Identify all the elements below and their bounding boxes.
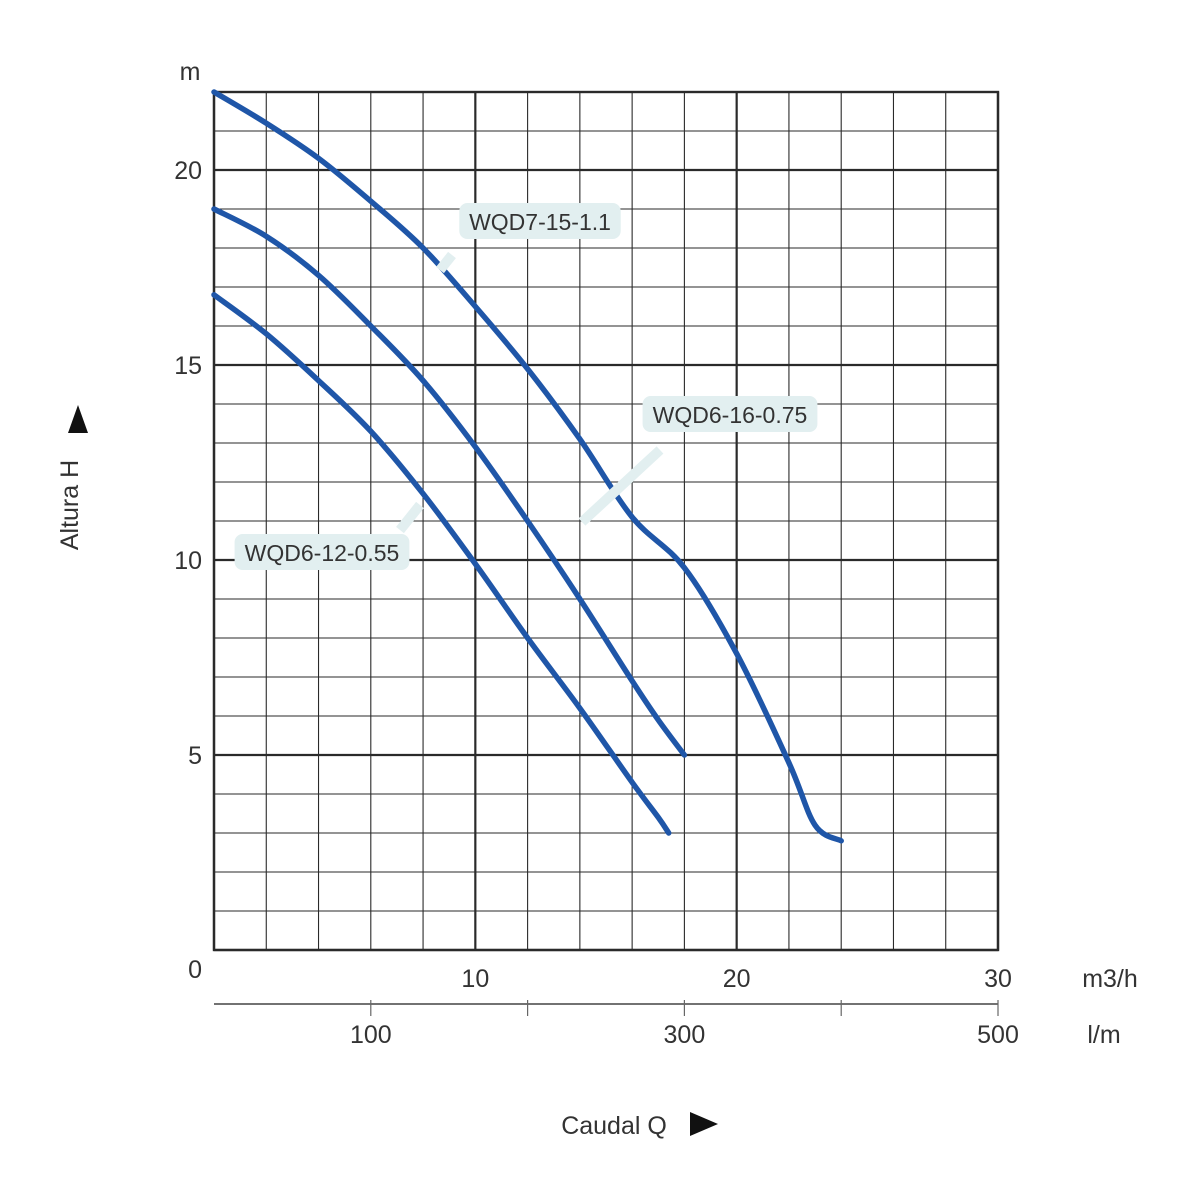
y-tick-label: 0	[188, 956, 202, 984]
label-background	[642, 396, 818, 432]
series-label-2: WQD6-16-0.75	[578, 396, 818, 526]
label-leader	[578, 446, 664, 526]
x-tick-label: 20	[723, 965, 751, 993]
x-tick-label: 30	[984, 965, 1012, 993]
y-axis-title: Altura H	[56, 405, 88, 550]
plot-frame	[212, 90, 1000, 952]
label-background	[234, 534, 410, 570]
label-text: WQD6-12-0.55	[245, 540, 400, 566]
axes: m Altura H m3/h l/m Caudal Q 0 5 10 15 20 10 2…	[56, 58, 1138, 1140]
x2-tick-label: 500	[977, 1021, 1019, 1049]
y-axis-label: Altura H	[56, 460, 84, 550]
y-tick-label: 10	[174, 547, 202, 575]
label-leader	[396, 501, 424, 534]
series-curve-3	[211, 292, 672, 836]
label-text: WQD7-15-1.1	[469, 209, 611, 235]
x-axis-arrow-icon	[690, 1112, 718, 1136]
x2-tick-label: 300	[664, 1021, 706, 1049]
label-text: WQD6-16-0.75	[653, 402, 808, 428]
y-tick-label: 20	[174, 157, 202, 185]
x-axis-label: Caudal Q	[561, 1112, 667, 1140]
series-label-3: WQD6-12-0.55	[234, 501, 424, 570]
series-labels: WQD7-15-1.1 WQD6-16-0.75 WQD6-12-0.55	[234, 203, 818, 570]
label-background	[459, 203, 621, 239]
y-tick-label: 15	[174, 352, 202, 380]
x-tick-label: 10	[461, 965, 489, 993]
series-label-1: WQD7-15-1.1	[436, 203, 621, 274]
x2-tick-label: 100	[350, 1021, 392, 1049]
y-unit-label: m	[180, 58, 201, 86]
x2-unit-label: l/m	[1087, 1021, 1120, 1049]
x-unit-label: m3/h	[1082, 965, 1138, 993]
label-leader	[436, 251, 456, 274]
series-curve-2	[211, 206, 688, 758]
y-tick-label: 5	[188, 742, 202, 770]
series-curves	[211, 89, 844, 844]
y-axis-arrow-icon	[68, 405, 88, 433]
series-curve-1	[211, 89, 844, 844]
